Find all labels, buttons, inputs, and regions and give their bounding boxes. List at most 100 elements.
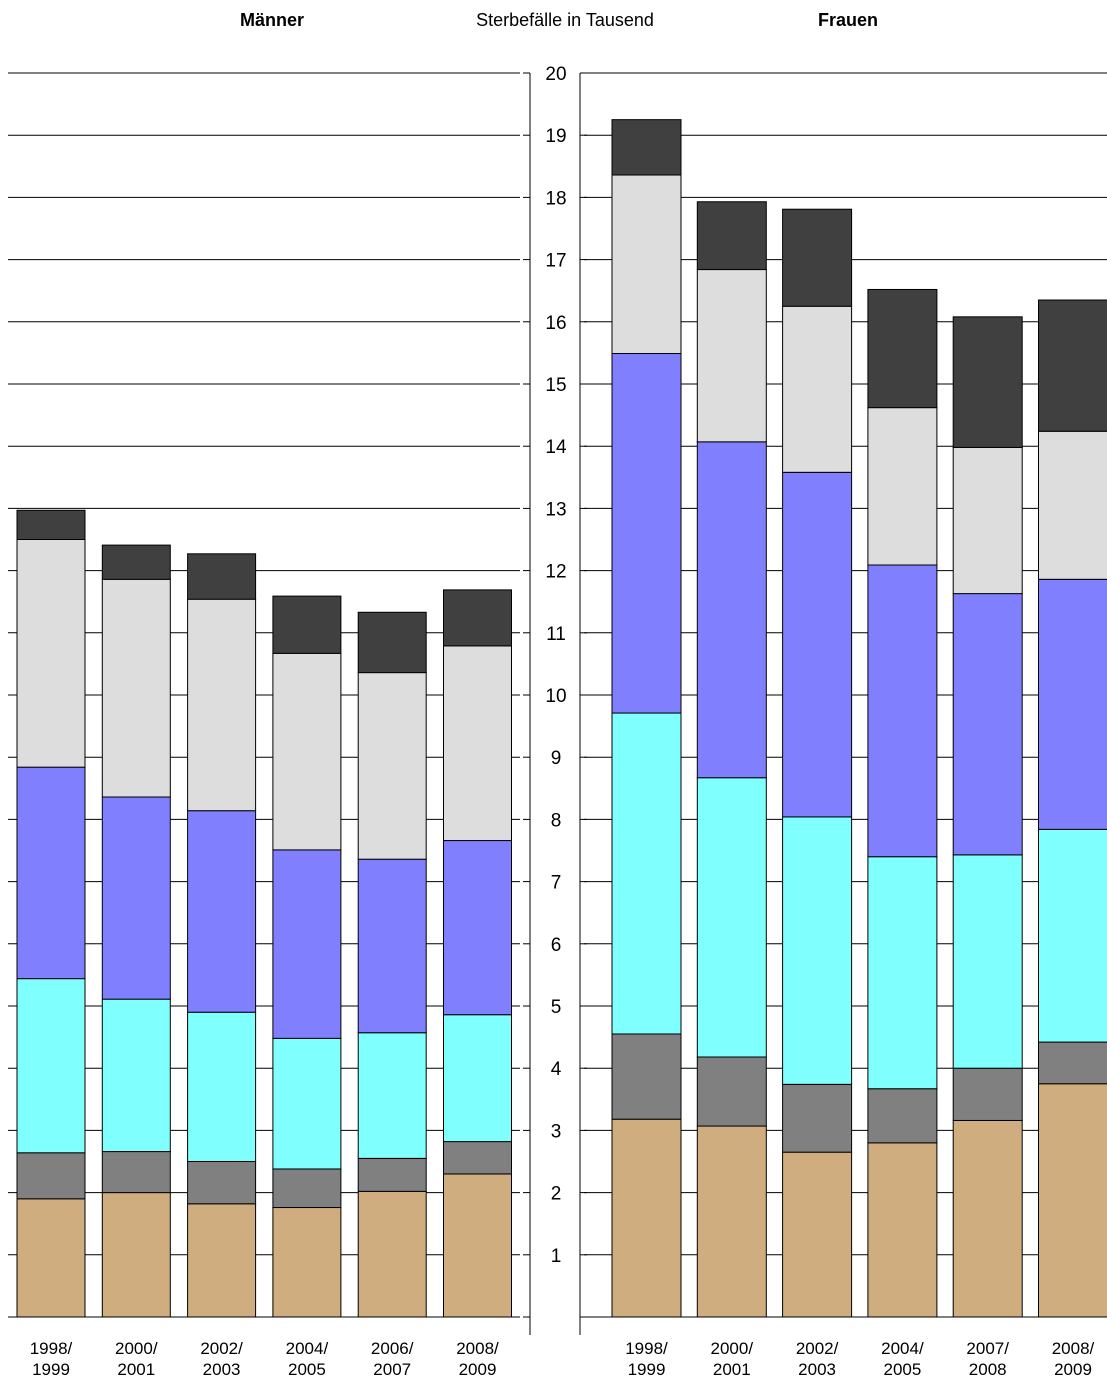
x-tick-label: 1998/ — [30, 1339, 73, 1358]
bar-segment-frauen — [867, 1088, 938, 1144]
bar-segment-maenner — [272, 1037, 342, 1170]
bar-segment-frauen — [611, 712, 682, 1035]
bar-segment-maenner — [443, 1014, 512, 1143]
bar-segment-frauen — [611, 119, 682, 176]
bar-segment-frauen — [696, 201, 767, 271]
x-tick-label: 2005 — [883, 1360, 921, 1379]
y-tick-label: 4 — [551, 1059, 562, 1080]
x-tick-label: 1999 — [32, 1360, 70, 1379]
y-tick-label: 11 — [546, 624, 566, 645]
bar-segment-maenner — [272, 1168, 342, 1209]
bar-segment-frauen — [952, 446, 1023, 595]
bar-segment-maenner — [101, 1151, 171, 1194]
bar-segment-maenner — [443, 1173, 512, 1318]
bar-segment-frauen — [611, 353, 682, 714]
y-tick-label: 10 — [545, 686, 566, 707]
y-tick-label: 13 — [545, 499, 566, 520]
bar-segment-maenner — [357, 1190, 427, 1318]
bar-segment-maenner — [272, 849, 342, 1039]
y-tick-label: 8 — [551, 810, 562, 831]
x-tick-label: 2008 — [969, 1360, 1007, 1379]
bar-segment-frauen — [782, 471, 853, 818]
bar-segment-frauen — [952, 1119, 1023, 1318]
bar-segment-maenner — [16, 1198, 86, 1318]
chart-title: Sterbefälle in Tausend — [476, 10, 654, 30]
bar-segment-maenner — [187, 598, 257, 812]
x-tick-label: 2002/ — [200, 1339, 243, 1358]
bar-segment-maenner — [357, 858, 427, 1034]
panel-title-frauen: Frauen — [817, 10, 879, 30]
bar-segment-frauen — [952, 854, 1023, 1069]
x-tick-label: 2006/ — [371, 1339, 414, 1358]
bar-segment-maenner — [272, 652, 342, 851]
y-tick-label: 2 — [551, 1184, 562, 1205]
x-tick-label: 2000/ — [115, 1339, 158, 1358]
bar-segment-frauen — [782, 816, 853, 1085]
y-tick-label: 15 — [545, 375, 566, 396]
bar-segment-maenner — [272, 595, 342, 654]
y-tick-label: 16 — [545, 313, 566, 334]
y-tick-label: 12 — [545, 562, 566, 583]
x-tick-label: 2008/ — [456, 1339, 499, 1358]
y-tick-label: 20 — [545, 64, 566, 85]
bar-segment-frauen — [782, 1083, 853, 1153]
x-tick-label: 2001 — [713, 1360, 751, 1379]
bar-segment-frauen — [867, 1142, 938, 1318]
bar-segment-maenner — [187, 1011, 257, 1162]
bar-segment-maenner — [16, 539, 86, 768]
bar-segment-maenner — [16, 509, 86, 540]
bar-segment-maenner — [16, 766, 86, 980]
bar-segment-frauen — [867, 856, 938, 1090]
bar-segment-frauen — [952, 1067, 1023, 1121]
bar-segment-frauen — [782, 208, 853, 307]
bar-segment-maenner — [187, 1161, 257, 1205]
bar-segment-maenner — [187, 1203, 257, 1318]
x-tick-label: 1998/ — [625, 1339, 668, 1358]
y-tick-label: 19 — [545, 126, 566, 147]
x-tick-label: 2009 — [459, 1360, 497, 1379]
bar-segment-frauen — [1038, 578, 1107, 830]
x-tick-label: 2007/ — [966, 1339, 1009, 1358]
x-tick-label: 2000/ — [711, 1339, 754, 1358]
bar-segment-frauen — [1038, 1041, 1107, 1085]
bar-segment-frauen — [611, 174, 682, 355]
bar-segment-frauen — [1038, 299, 1107, 432]
x-tick-label: 2008/ — [1052, 1339, 1095, 1358]
x-tick-label: 2002/ — [796, 1339, 839, 1358]
x-tick-label: 2004/ — [881, 1339, 924, 1358]
bar-segment-maenner — [101, 796, 171, 1000]
bar-segment-frauen — [611, 1033, 682, 1120]
y-tick-label: 9 — [551, 748, 562, 769]
panel-title-maenner: Männer — [239, 10, 305, 30]
x-tick-label: 2004/ — [286, 1339, 329, 1358]
bar-segment-frauen — [696, 1056, 767, 1127]
bar-segment-frauen — [952, 593, 1023, 856]
bar-segment-frauen — [696, 777, 767, 1058]
y-tick-label: 14 — [545, 437, 567, 458]
bar-segment-frauen — [782, 1151, 853, 1318]
bar-segment-maenner — [443, 1141, 512, 1175]
x-tick-label: 2009 — [1054, 1360, 1092, 1379]
x-tick-label: 2005 — [288, 1360, 326, 1379]
bar-segment-maenner — [357, 1157, 427, 1192]
bar-segment-maenner — [357, 672, 427, 860]
bar-segment-maenner — [16, 1152, 86, 1200]
bar-segment-frauen — [952, 316, 1023, 448]
bar-segment-maenner — [357, 611, 427, 674]
bar-segment-maenner — [272, 1207, 342, 1318]
bar-segment-maenner — [101, 1192, 171, 1318]
bar-segment-frauen — [1038, 828, 1107, 1043]
bar-segment-maenner — [443, 645, 512, 842]
bar-segment-frauen — [696, 269, 767, 443]
bar-segment-maenner — [101, 998, 171, 1153]
bar-segment-frauen — [867, 564, 938, 858]
y-tick-label: 7 — [551, 873, 562, 894]
x-tick-label: 2003 — [798, 1360, 836, 1379]
bar-segment-frauen — [611, 1118, 682, 1318]
y-tick-label: 1 — [551, 1246, 562, 1267]
x-tick-label: 2007 — [373, 1360, 411, 1379]
bar-segment-frauen — [696, 441, 767, 779]
bar-segment-maenner — [443, 840, 512, 1016]
bar-segment-maenner — [101, 578, 171, 798]
